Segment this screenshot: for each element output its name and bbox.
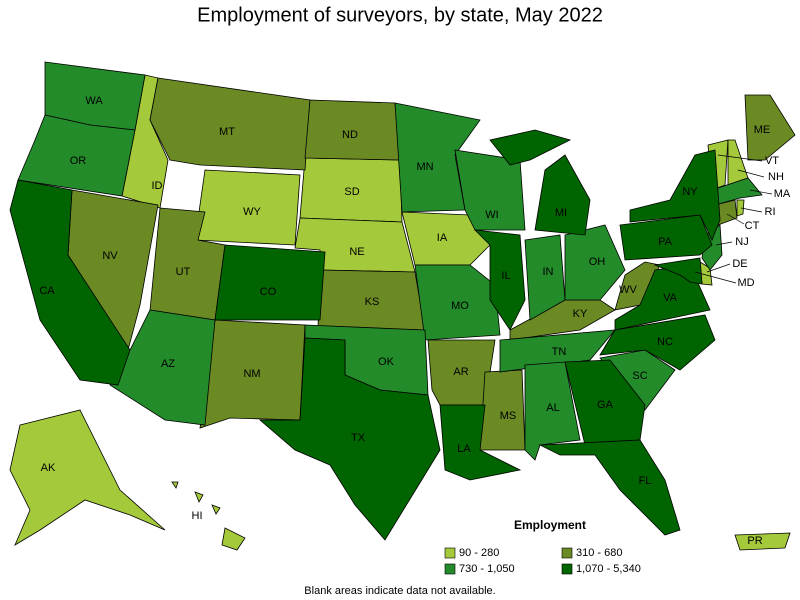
leader-line <box>737 169 765 178</box>
state-label: UT <box>176 266 191 278</box>
legend-label: 730 - 1,050 <box>459 563 515 575</box>
state-shape <box>727 139 749 186</box>
state-label: KY <box>573 308 588 320</box>
state-label: AL <box>546 402 559 414</box>
state-label: AZ <box>161 358 175 370</box>
state-label: WY <box>243 206 261 218</box>
state-label: FL <box>639 475 652 487</box>
state-label: ID <box>152 180 163 192</box>
leader-line <box>715 241 733 246</box>
state-label: SC <box>632 370 647 382</box>
state-label: WA <box>85 95 103 107</box>
state-shape <box>439 404 522 481</box>
state-shape <box>564 224 626 301</box>
state-label: MD <box>737 277 754 289</box>
state-labels: ID WY SD NE IA AK HI PR VT NH RI DE MT ND NV UT NM KS AR MS… <box>39 95 791 547</box>
state-label: PA <box>658 236 673 248</box>
legend-title: Employment <box>514 518 586 532</box>
state-shape <box>401 211 491 266</box>
state-shape <box>614 261 661 311</box>
state-label: IA <box>437 232 448 244</box>
leader-line <box>694 271 737 284</box>
state-label: IN <box>543 266 554 278</box>
state-label: SD <box>344 186 359 198</box>
state-shape <box>149 77 311 171</box>
state-label: GA <box>597 399 614 411</box>
state-label: TX <box>351 432 366 444</box>
state-label: RI <box>765 206 776 218</box>
state-label: MI <box>555 207 567 219</box>
state-label: CO <box>260 286 277 298</box>
legend-swatch <box>561 547 573 559</box>
state-shape <box>629 149 721 241</box>
state-shape <box>564 359 646 446</box>
state-label: MO <box>451 300 469 312</box>
state-shape <box>489 129 591 236</box>
state-label: DE <box>732 258 747 270</box>
legend-label: 90 - 280 <box>459 547 499 559</box>
legend-swatch <box>444 563 456 575</box>
legend-swatch <box>444 547 456 559</box>
state-shape <box>736 199 745 217</box>
state-label: ME <box>754 124 771 136</box>
leader-line <box>749 189 773 195</box>
leader-line <box>740 207 763 213</box>
state-shape <box>538 439 681 536</box>
state-label: KS <box>365 296 380 308</box>
state-shape <box>744 94 796 161</box>
state-label: HI <box>192 510 203 522</box>
map-title: Employment of surveyors, by state, May 2… <box>197 4 603 26</box>
state-label: PR <box>747 535 762 547</box>
leader-line <box>706 263 731 273</box>
state-label: AK <box>41 462 56 474</box>
state-shape <box>653 257 703 285</box>
leader-line <box>726 213 745 225</box>
state-shape <box>258 337 441 541</box>
state-shape <box>473 229 526 331</box>
state-label: VA <box>663 292 678 304</box>
state-shape <box>734 532 791 551</box>
state-label: NC <box>657 336 673 348</box>
state-label: NJ <box>735 236 748 248</box>
state-shape <box>9 179 131 386</box>
state-label: IL <box>501 270 510 282</box>
state-shape <box>394 102 481 213</box>
state-label: OR <box>70 155 87 167</box>
state-label: MN <box>416 161 433 173</box>
state-label: NV <box>102 250 118 262</box>
state-label: NY <box>682 186 698 198</box>
state-label: ND <box>342 129 358 141</box>
legend-swatch <box>561 563 573 575</box>
states <box>9 61 796 551</box>
state-shape <box>499 329 616 373</box>
state-label: MT <box>219 126 235 138</box>
state-shape <box>9 409 166 546</box>
state-label: WV <box>619 284 637 296</box>
state-label: NM <box>243 368 260 380</box>
state-shape <box>214 244 326 321</box>
state-label: TN <box>552 346 567 358</box>
state-shape <box>17 114 136 197</box>
state-label: AR <box>453 366 468 378</box>
state-label: OK <box>378 356 395 368</box>
state-shape <box>171 481 246 551</box>
leader-line <box>717 154 763 162</box>
state-label: CA <box>39 285 55 297</box>
state-label: NH <box>768 171 784 183</box>
state-label: MS <box>500 410 517 422</box>
state-label: NE <box>349 246 364 258</box>
legend: 90 - 280 310 - 680 730 - 1,050 1,070 - 5,34… <box>444 547 641 575</box>
state-label: VT <box>765 155 779 167</box>
state-label: OH <box>589 256 606 268</box>
footnote: Blank areas indicate data not available. <box>304 585 495 597</box>
legend-label: 310 - 680 <box>576 547 622 559</box>
state-label: WI <box>485 209 498 221</box>
state-label: LA <box>457 443 471 455</box>
legend-label: 1,070 - 5,340 <box>576 563 641 575</box>
state-label: CT <box>745 220 760 232</box>
state-label: MA <box>774 188 791 200</box>
